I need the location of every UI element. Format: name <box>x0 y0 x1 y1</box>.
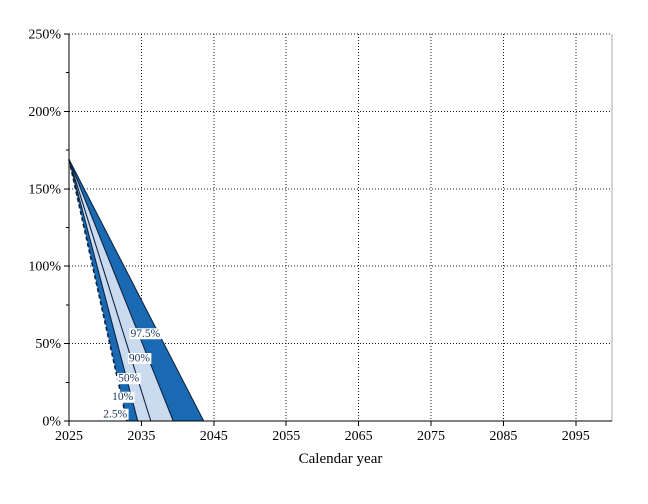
x-tick-label-2075: 2075 <box>417 429 445 444</box>
y-tick-label-50: 50% <box>35 337 61 352</box>
x-tick-label-2045: 2045 <box>200 429 228 444</box>
percentile-line-97.5% <box>68 159 205 422</box>
x-tick-label-2065: 2065 <box>345 429 373 444</box>
percentile-label-2.5%: 2.5% <box>103 408 127 420</box>
y-tick-label-100: 100% <box>28 260 61 275</box>
x-tick-label-2055: 2055 <box>272 429 300 444</box>
y-tick-label-150: 150% <box>28 182 61 197</box>
y-tick-label-250: 250% <box>28 28 61 43</box>
y-tick-label-200: 200% <box>28 105 61 120</box>
percentile-label-97.5%: 97.5% <box>131 328 161 340</box>
x-tick-label-2035: 2035 <box>127 429 155 444</box>
percentile-label-box-90% <box>127 353 152 365</box>
percentile-label-box-2.5% <box>102 408 129 420</box>
percentile-line-2.5% <box>68 159 128 422</box>
percentile-label-box-10% <box>111 391 135 403</box>
percentile-label-10%: 10% <box>112 391 134 403</box>
percentile-label-50%: 50% <box>118 373 140 385</box>
percentile-label-box-50% <box>117 373 141 385</box>
x-tick-label-2025: 2025 <box>55 429 83 444</box>
percentile-label-90%: 90% <box>129 353 151 365</box>
x-tick-label-2085: 2085 <box>489 429 517 444</box>
x-axis-title: Calendar year <box>298 451 383 467</box>
percentile-label-box-97.5% <box>129 328 162 340</box>
x-tick-label-2095: 2095 <box>562 429 590 444</box>
percentile-line-90% <box>68 159 174 422</box>
y-tick-label-0: 0% <box>42 415 61 430</box>
